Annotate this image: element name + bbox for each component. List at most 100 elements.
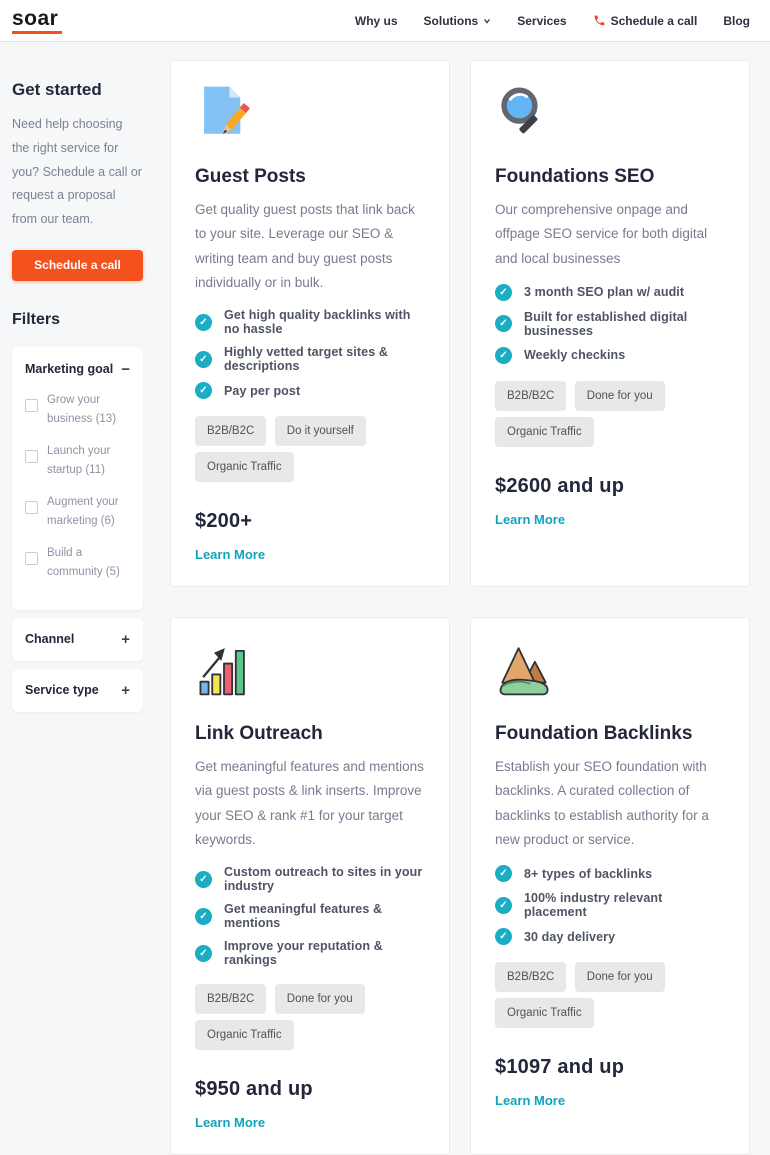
card-title: Foundation Backlinks [495, 723, 693, 745]
feature-bullet: ✓ 30 day delivery [495, 928, 725, 946]
tag: B2B/B2C [495, 962, 567, 993]
check-icon: ✓ [495, 896, 512, 914]
tag-row: B2B/B2C Done for you Organic Traffic [495, 380, 725, 453]
check-icon: ✓ [195, 350, 212, 368]
tag: B2B/B2C [495, 380, 567, 411]
card-title: Guest Posts [195, 166, 306, 187]
check-icon: ✓ [195, 382, 212, 400]
minus-icon[interactable]: − [121, 360, 130, 378]
tag: B2B/B2C [195, 984, 267, 1015]
learn-more-link[interactable]: Learn More [195, 547, 266, 563]
tag: B2B/B2C [195, 416, 267, 447]
check-icon: ✓ [195, 907, 212, 925]
feature-bullet: ✓ 3 month SEO plan w/ audit [495, 283, 725, 301]
sidebar: Get started Need help choosing the right… [12, 60, 143, 712]
filter-group-header[interactable]: Service type + [25, 681, 130, 699]
check-icon: ✓ [495, 928, 512, 946]
feature-bullet: ✓ Get high quality backlinks with no has… [195, 308, 425, 336]
learn-more-link[interactable]: Learn More [195, 1115, 266, 1131]
check-icon: ✓ [195, 313, 212, 331]
plus-icon[interactable]: + [121, 681, 130, 699]
nav-why-us[interactable]: Why us [354, 13, 398, 28]
tag: Done for you [574, 962, 665, 993]
filter-group-service-type: Service type + [12, 668, 143, 712]
learn-more-link[interactable]: Learn More [495, 1093, 566, 1109]
nav-blog[interactable]: Blog [723, 13, 750, 28]
tag: Organic Traffic [495, 998, 594, 1029]
top-nav-bar: soar Why us Solutions Services Schedule … [0, 0, 770, 42]
get-started-title: Get started [12, 80, 102, 99]
filter-option-launch-your-startup[interactable]: Launch your startup (11) [25, 442, 130, 480]
filter-option-augment-your-marketing[interactable]: Augment your marketing (6) [25, 493, 130, 531]
check-icon: ✓ [495, 315, 512, 333]
feature-bullet: ✓ Weekly checkins [495, 346, 725, 364]
magnifier-icon [501, 87, 538, 134]
checkbox[interactable] [25, 449, 38, 463]
services-grid: Guest Posts Get quality guest posts that… [170, 60, 750, 1155]
feature-bullet: ✓ Pay per post [195, 382, 425, 400]
phone-icon [594, 15, 604, 26]
document-pencil-icon [204, 86, 250, 135]
feature-bullet: ✓ Get meaningful features & mentions [195, 902, 425, 930]
tag: Do it yourself [274, 416, 366, 447]
price: $1097 and up [495, 1056, 625, 1079]
card-title: Foundations SEO [495, 166, 655, 187]
check-icon: ✓ [495, 865, 512, 883]
tag: Organic Traffic [195, 1020, 294, 1051]
checkbox[interactable] [25, 398, 38, 412]
filter-options: Grow your business (13) Launch your star… [25, 391, 130, 582]
service-card-foundations-seo: Foundations SEO Our comprehensive onpage… [470, 60, 750, 588]
service-card-foundation-backlinks: Foundation Backlinks Establish your SEO … [470, 617, 750, 1155]
feature-bullet: ✓ Highly vetted target sites & descripti… [195, 345, 425, 373]
card-description: Get meaningful features and mentions via… [195, 759, 424, 848]
nav-services[interactable]: Services [517, 13, 567, 28]
tag: Done for you [274, 984, 365, 1015]
plus-icon[interactable]: + [121, 630, 130, 648]
tag: Organic Traffic [195, 452, 294, 483]
mountains-icon [499, 647, 549, 696]
check-icon: ✓ [195, 870, 212, 888]
learn-more-link[interactable]: Learn More [495, 511, 566, 527]
tag: Organic Traffic [495, 416, 594, 447]
nav-schedule-a-call[interactable]: Schedule a call [593, 14, 697, 28]
card-description: Get quality guest posts that link back t… [195, 202, 415, 290]
service-card-link-outreach: Link Outreach Get meaningful features an… [170, 617, 450, 1155]
feature-bullet: ✓ Improve your reputation & rankings [195, 939, 425, 967]
feature-bullet: ✓ Built for established digital business… [495, 310, 725, 338]
card-description: Establish your SEO foundation with backl… [495, 759, 709, 848]
filter-option-grow-your-business[interactable]: Grow your business (13) [25, 391, 130, 429]
price: $950 and up [195, 1078, 313, 1101]
filter-group-channel: Channel + [12, 617, 143, 661]
price: $200+ [195, 510, 253, 533]
tag-row: B2B/B2C Done for you Organic Traffic [495, 962, 725, 1034]
feature-bullet: ✓ 100% industry relevant placement [495, 891, 725, 919]
checkbox[interactable] [25, 500, 38, 514]
filter-group-header[interactable]: Marketing goal − [25, 360, 130, 378]
bar-chart-icon [199, 648, 245, 696]
main-nav: Why us Solutions Services Schedule a cal… [355, 14, 750, 28]
chevron-down-icon [484, 18, 491, 24]
price: $2600 and up [495, 474, 625, 497]
filter-group-marketing-goal: Marketing goal − Grow your business (13)… [12, 346, 143, 610]
service-card-guest-posts: Guest Posts Get quality guest posts that… [170, 60, 450, 588]
filters-title: Filters [12, 310, 61, 328]
card-title: Link Outreach [195, 723, 323, 745]
checkbox[interactable] [25, 551, 38, 565]
feature-bullet: ✓ Custom outreach to sites in your indus… [195, 865, 425, 893]
tag-row: B2B/B2C Do it yourself Organic Traffic [195, 416, 425, 488]
check-icon: ✓ [495, 283, 512, 301]
logo[interactable]: soar [12, 6, 62, 34]
tag: Done for you [574, 380, 665, 411]
filter-group-header[interactable]: Channel + [25, 630, 130, 648]
logo-underline [12, 30, 62, 34]
schedule-call-button[interactable]: Schedule a call [12, 249, 143, 281]
nav-solutions[interactable]: Solutions [424, 14, 492, 28]
card-description: Our comprehensive onpage and offpage SEO… [495, 202, 708, 266]
feature-bullet: ✓ 8+ types of backlinks [495, 865, 725, 883]
tag-row: B2B/B2C Done for you Organic Traffic [195, 984, 425, 1056]
logo-text: soar [12, 6, 59, 30]
get-started-text: Need help choosing the right service for… [12, 117, 142, 226]
check-icon: ✓ [195, 944, 212, 962]
check-icon: ✓ [495, 346, 512, 364]
filter-option-build-a-community[interactable]: Build a community (5) [25, 544, 130, 582]
